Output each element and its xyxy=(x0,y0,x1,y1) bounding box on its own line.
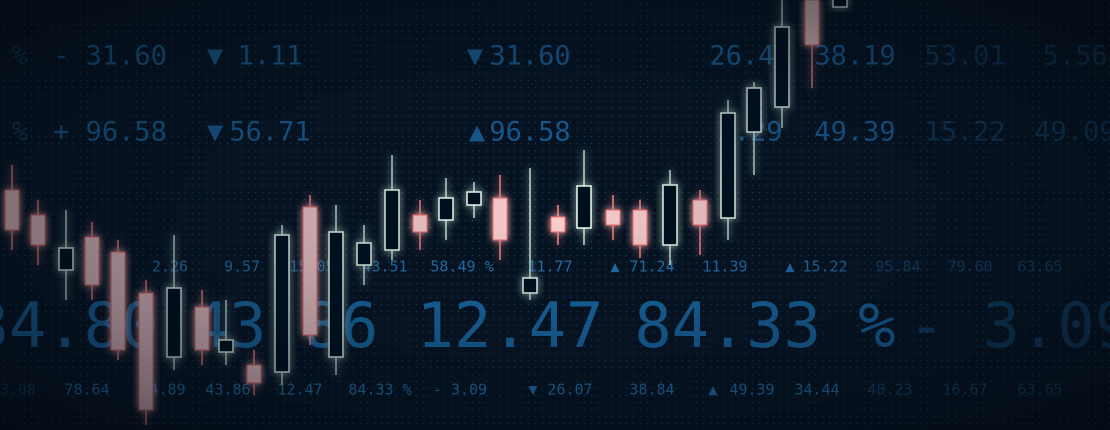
ticker-screen: %- 31.60▼1.11▼31.6026.4438.1953.015.56%+… xyxy=(0,0,1110,430)
vignette xyxy=(0,0,1110,430)
